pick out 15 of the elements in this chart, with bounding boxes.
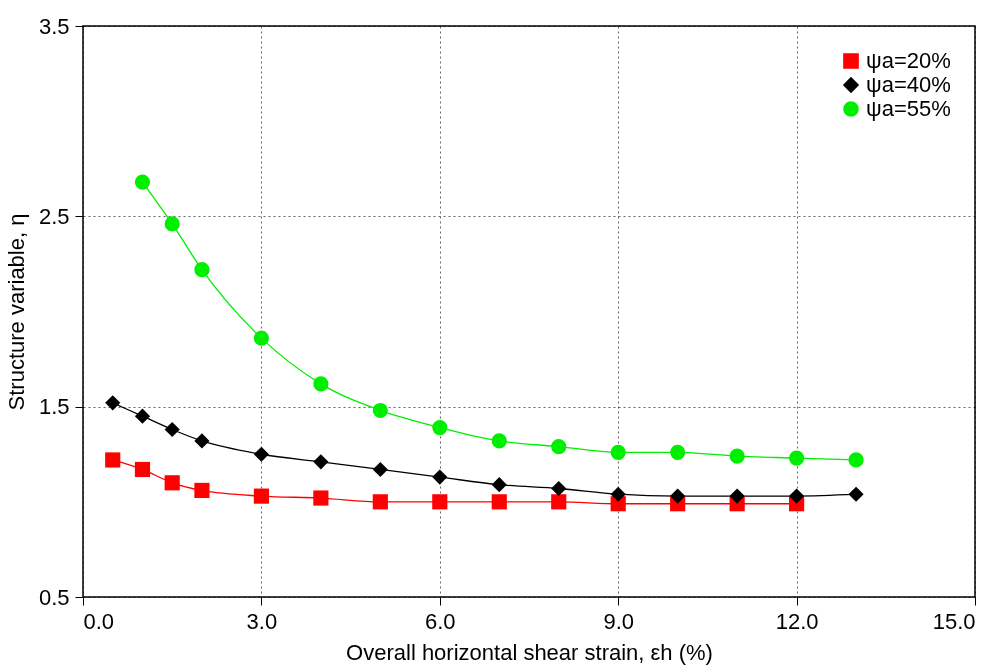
x-tick-label: 15.0 bbox=[932, 608, 976, 634]
x-tick-label: 12.0 bbox=[775, 608, 819, 634]
x-tick-label: 6.0 bbox=[425, 608, 456, 634]
y-axis-title: Structure variable, η bbox=[3, 213, 29, 411]
x-tick-label: 0.0 bbox=[83, 608, 115, 634]
y-tick-label: 3.5 bbox=[38, 13, 70, 39]
legend-label: ψa=20% bbox=[866, 48, 951, 73]
legend-label: ψa=40% bbox=[866, 72, 951, 97]
x-axis-title: Overall horizontal shear strain, εh (%) bbox=[346, 639, 713, 665]
legend-label: ψa=55% bbox=[866, 96, 951, 121]
y-tick-label: 2.5 bbox=[38, 203, 70, 229]
y-tick-label: 1.5 bbox=[38, 394, 70, 420]
x-tick-label: 9.0 bbox=[603, 608, 634, 634]
x-tick-label: 3.0 bbox=[246, 608, 278, 634]
y-tick-label: 0.5 bbox=[38, 584, 70, 610]
